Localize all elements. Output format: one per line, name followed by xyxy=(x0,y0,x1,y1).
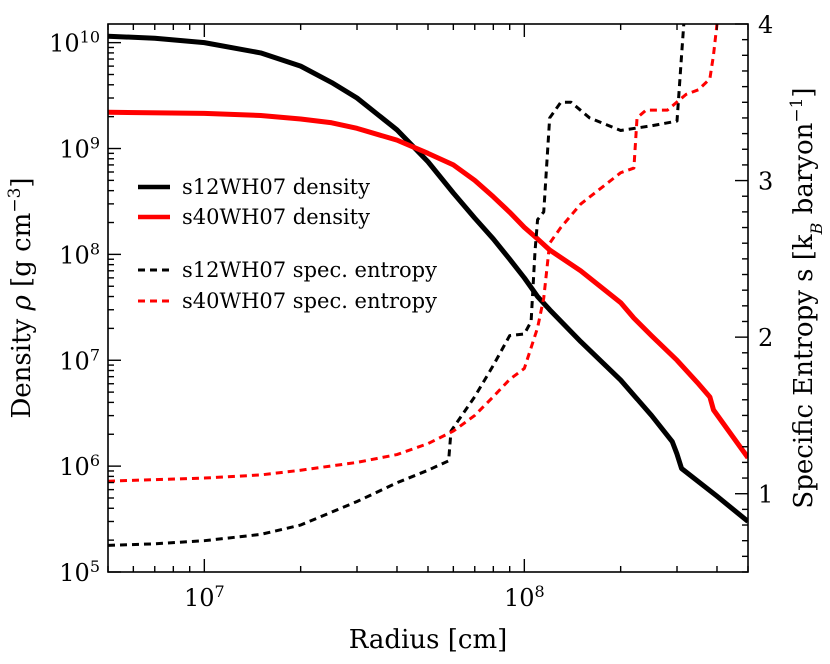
series-line-s12wh07-spec-entropy xyxy=(108,24,686,547)
legend-label-s12-entropy: s12WH07 spec. entropy xyxy=(182,258,437,282)
y-right-axis-title: Specific Entropy s [kB baryon−1] xyxy=(787,87,826,508)
y-left-tick-label: 105 xyxy=(59,557,100,588)
legend-label-s12-density: s12WH07 density xyxy=(182,175,370,199)
x-tick-label: 108 xyxy=(504,582,545,613)
series-line-s12wh07-density xyxy=(108,33,748,524)
y-left-tick-label: 109 xyxy=(59,133,100,164)
y-right-tick-label: 1 xyxy=(758,481,773,509)
x-axis-title: Radius [cm] xyxy=(349,625,508,655)
y-right-tick-label: 3 xyxy=(758,168,773,196)
y-left-tick-label: 107 xyxy=(59,345,100,376)
y-left-tick-label: 1010 xyxy=(49,27,100,58)
x-tick-label: 107 xyxy=(184,582,225,613)
y-left-axis-title: Density ρ [g cm−3] xyxy=(5,177,37,418)
legend-label-s40-entropy: s40WH07 spec. entropy xyxy=(182,289,437,313)
legend: s12WH07 density s40WH07 density s12WH07 … xyxy=(138,175,437,313)
y-left-tick-label: 106 xyxy=(59,451,100,482)
series-line-s40wh07-spec-entropy xyxy=(108,24,719,483)
legend-label-s40-density: s40WH07 density xyxy=(182,205,370,229)
y-right-tick-label: 2 xyxy=(758,324,773,352)
y-left-tick-label: 108 xyxy=(59,239,100,270)
y-right-tick-label: 4 xyxy=(758,11,773,39)
series-line-s40wh07-density xyxy=(108,109,748,460)
